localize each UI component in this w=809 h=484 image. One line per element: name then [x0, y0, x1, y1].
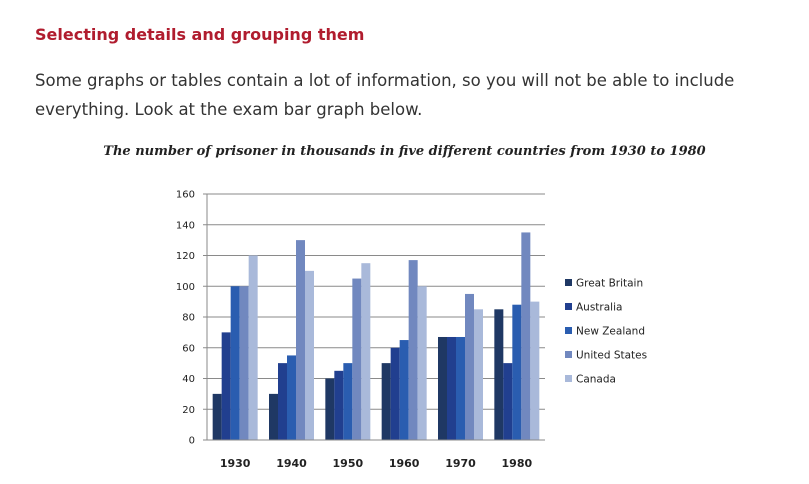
bar-new-zealand-1960 — [399, 340, 409, 440]
bar-australia-1970 — [447, 336, 456, 440]
bar-united-states-1950 — [352, 278, 362, 440]
section-heading: Selecting details and grouping them — [35, 25, 365, 44]
bar-australia-1950 — [334, 370, 344, 440]
bar-canada-1980 — [530, 301, 540, 440]
bar-united-states-1960 — [408, 260, 418, 440]
y-tick-label: 80 — [182, 313, 195, 324]
bar-united-states-1970 — [465, 293, 474, 440]
y-tick-label: 40 — [182, 374, 195, 385]
y-tick-label: 160 — [176, 190, 195, 201]
x-tick-label: 1940 — [276, 457, 307, 470]
x-tick-label: 1930 — [220, 457, 251, 470]
bar-australia-1980 — [503, 363, 513, 440]
bar-great-britain-1950 — [325, 378, 335, 440]
y-tick-label: 120 — [176, 251, 195, 262]
legend-label: United States — [576, 350, 647, 362]
bar-new-zealand-1970 — [456, 336, 465, 440]
bar-australia-1960 — [390, 347, 400, 440]
bar-new-zealand-1980 — [512, 304, 522, 440]
bar-australia-1930 — [221, 332, 231, 440]
bar-united-states-1980 — [521, 232, 531, 440]
bar-canada-1930 — [248, 255, 258, 440]
legend-label: Australia — [576, 302, 622, 314]
legend-swatch — [565, 375, 572, 382]
legend-swatch — [565, 327, 572, 334]
legend-label: Great Britain — [576, 278, 643, 290]
bar-great-britain-1940 — [269, 393, 278, 440]
y-tick-label: 100 — [176, 282, 195, 293]
bar-great-britain-1930 — [212, 393, 222, 440]
legend-swatch — [565, 279, 572, 286]
legend-label: Canada — [576, 374, 616, 386]
bar-great-britain-1960 — [381, 363, 391, 440]
intro-paragraph: Some graphs or tables contain a lot of i… — [35, 71, 735, 119]
bar-canada-1970 — [474, 309, 483, 440]
legend-swatch — [565, 351, 572, 358]
bar-united-states-1930 — [239, 286, 249, 440]
x-tick-label: 1980 — [502, 457, 533, 470]
bar-new-zealand-1950 — [343, 363, 353, 440]
y-tick-label: 140 — [176, 220, 195, 231]
x-tick-label: 1970 — [445, 457, 476, 470]
y-tick-label: 0 — [189, 436, 195, 447]
bar-great-britain-1980 — [494, 309, 504, 440]
x-tick-label: 1950 — [333, 457, 364, 470]
legend-swatch — [565, 303, 572, 310]
bar-australia-1940 — [278, 363, 287, 440]
y-tick-label: 60 — [182, 343, 195, 354]
bar-canada-1960 — [417, 286, 427, 440]
chart-title: The number of prisoner in thousands in f… — [103, 144, 706, 159]
bar-united-states-1940 — [296, 240, 305, 440]
legend-label: New Zealand — [576, 326, 645, 338]
y-tick-label: 20 — [182, 405, 195, 416]
bar-canada-1950 — [361, 263, 371, 440]
x-tick-label: 1960 — [389, 457, 420, 470]
bar-new-zealand-1940 — [287, 355, 296, 440]
bar-new-zealand-1930 — [230, 286, 240, 440]
bar-canada-1940 — [305, 270, 314, 440]
bar-great-britain-1970 — [438, 336, 447, 440]
